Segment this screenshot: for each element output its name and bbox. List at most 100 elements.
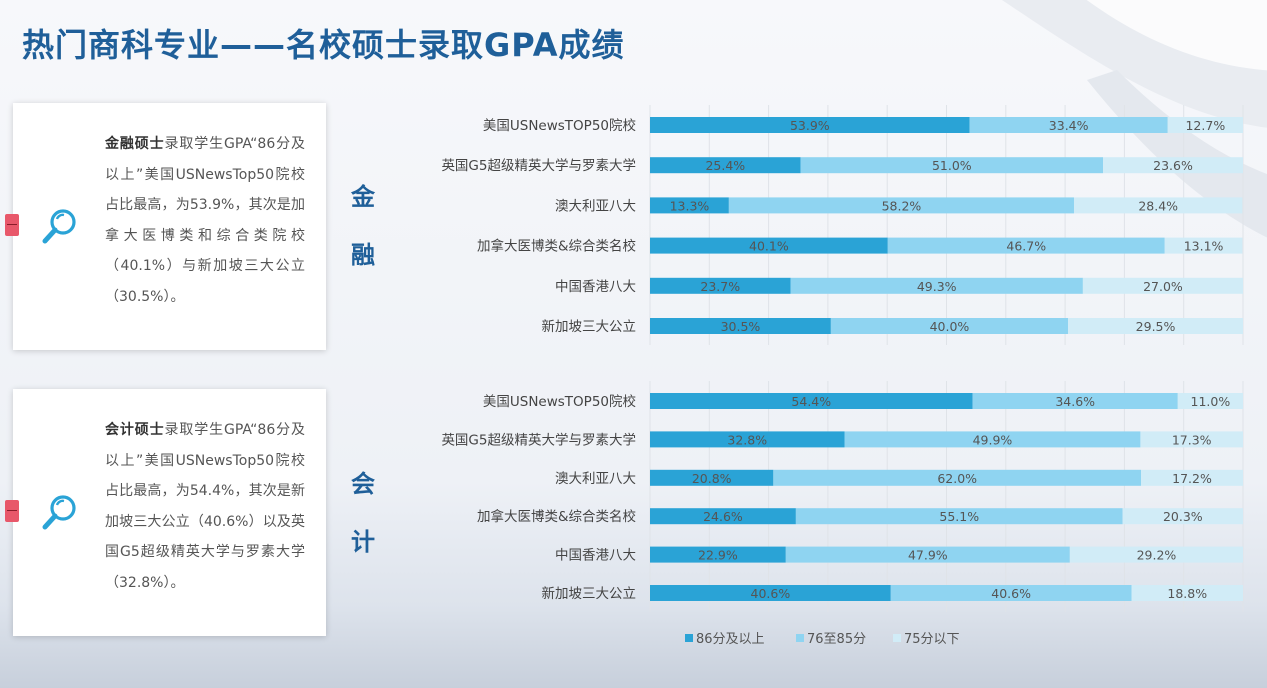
card-marker [5,500,19,522]
section-label-char: 计 [351,528,375,556]
legend-item: 75分以下 [904,632,960,647]
bar-segment [728,197,1074,214]
data-label: 20.3% [1163,509,1203,524]
finance-summary-card: 金融硕士录取学生GPA“86分及以上”美国USNewsTop50院校占比最高，为… [5,103,326,350]
bar-segment [1131,585,1243,601]
data-label: 24.6% [703,509,743,524]
data-label: 40.1% [749,239,789,254]
magnifier-icon [42,209,76,244]
data-label: 28.4% [1138,198,1178,213]
card-heading: 金融硕士 [105,136,165,152]
category-label: 澳大利亚八大 [555,198,636,214]
data-label: 53.9% [790,118,830,133]
data-label: 20.8% [692,471,732,486]
bar-segment [650,318,831,334]
data-label: 33.4% [1049,118,1089,133]
bar-segment [1122,508,1243,525]
bar-segment [1177,393,1243,409]
category-label: 美国USNewsTOP50院校 [483,117,637,134]
bar-segment [650,431,845,448]
data-label: 40.0% [930,319,970,334]
bar-segment [890,585,1132,601]
data-label: 54.4% [791,394,831,409]
card-marker [5,214,19,236]
data-label: 46.7% [1006,239,1046,254]
bar-segment [1140,431,1243,448]
card-body: 录取学生GPA“86分及以上”美国USNewsTop50院校占比最高，为54.4… [105,422,305,591]
bar-segment [650,508,796,525]
bar-segment [830,318,1069,334]
bar-segment [790,277,1083,294]
bar-segment [785,546,1070,563]
bar-segment [972,393,1178,409]
data-label: 27.0% [1143,279,1183,294]
section-label-char: 金 [351,183,375,211]
data-label: 13.1% [1184,239,1224,254]
bar-segment [650,237,888,254]
data-label: 55.1% [939,509,979,524]
legend-swatch [685,634,693,642]
page-title: 热门商科专业——名校硕士录取GPA成绩 [22,26,625,64]
bar-segment [1167,117,1243,133]
category-label: 美国USNewsTOP50院校 [483,393,637,410]
background-decoration [1001,0,1267,238]
data-label: 12.7% [1185,118,1225,133]
section-label-char: 会 [351,470,375,498]
category-label: 中国香港八大 [555,279,636,295]
bar-segment [1164,237,1243,254]
data-label: 29.5% [1136,319,1176,334]
data-label: 40.6% [991,586,1031,601]
legend-swatch [796,634,804,642]
card-body: 录取学生GPA“86分及以上”美国USNewsTop50院校占比最高，为53.9… [105,136,305,305]
data-label: 49.9% [973,432,1013,447]
data-label: 49.3% [917,279,957,294]
bar-segment [650,157,801,174]
bar-segment [1068,318,1243,334]
data-label: 18.8% [1167,586,1207,601]
category-label: 中国香港八大 [555,548,636,564]
category-label: 英国G5超级精英大学与罗素大学 [441,431,636,448]
category-label: 澳大利亚八大 [555,471,636,487]
data-label: 47.9% [908,548,948,563]
bar-segment [1082,277,1243,294]
accounting-section-label: 会 计 [350,455,376,571]
bar-segment [844,431,1141,448]
data-label: 23.6% [1153,158,1193,173]
data-label: 23.7% [700,279,740,294]
magnifier-icon [42,495,76,530]
finance-section-label: 金 融 [350,168,376,284]
category-label: 加拿大医博类&综合类名校 [477,238,637,255]
bar-segment [650,393,973,409]
bar-segment [650,585,891,601]
bar-segment [795,508,1123,525]
bar-segment [887,237,1165,254]
bar-segment [650,117,970,133]
bar-segment [1103,157,1243,174]
data-label: 40.6% [751,586,791,601]
data-label: 30.5% [721,319,761,334]
data-label: 58.2% [882,198,922,213]
legend-item: 76至85分 [807,632,866,647]
bar-segment [1069,546,1243,563]
bar-segment [650,546,786,563]
data-label: 17.2% [1172,471,1212,486]
data-label: 13.3% [670,198,710,213]
data-label: 11.0% [1191,394,1231,409]
accounting-summary-text: 会计硕士录取学生GPA“86分及以上”美国USNewsTop50院校占比最高，为… [105,415,305,598]
bar-segment [1073,197,1243,214]
data-label: 25.4% [705,158,745,173]
category-label: 加拿大医博类&综合类名校 [477,508,637,525]
bar-segment [650,197,729,214]
bar-segment [800,157,1104,174]
data-label: 62.0% [937,471,977,486]
data-label: 32.8% [727,432,767,447]
category-label: 新加坡三大公立 [542,319,637,335]
card-heading: 会计硕士 [105,422,165,438]
bar-segment [773,469,1142,486]
finance-summary-text: 金融硕士录取学生GPA“86分及以上”美国USNewsTop50院校占比最高，为… [105,129,305,312]
data-label: 22.9% [698,548,738,563]
data-label: 29.2% [1137,548,1177,563]
category-label: 英国G5超级精英大学与罗素大学 [441,157,636,174]
accounting-summary-card: 会计硕士录取学生GPA“86分及以上”美国USNewsTop50院校占比最高，为… [5,389,326,636]
